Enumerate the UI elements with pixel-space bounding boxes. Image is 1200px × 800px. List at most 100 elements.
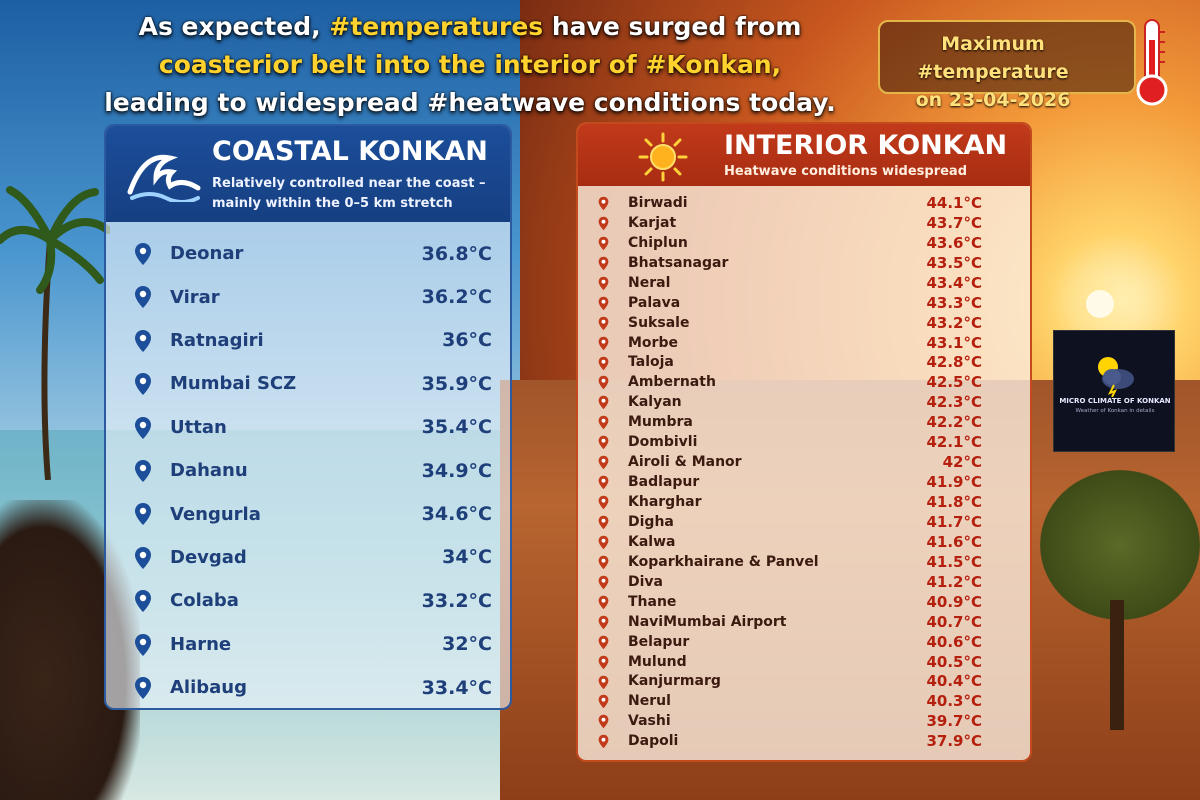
location-pin-icon <box>134 285 152 309</box>
location-pin-icon <box>598 236 609 251</box>
station-temperature: 36.2°C <box>421 286 492 309</box>
list-item: Kalyan 42.3°C <box>578 392 1030 412</box>
tree-canopy <box>1040 470 1200 620</box>
station-name: Dapoli <box>628 733 679 750</box>
location-pin-icon <box>598 555 609 570</box>
headline-line-2: coasterior belt into the interior of #Ko… <box>158 50 782 79</box>
station-temperature: 36°C <box>442 329 492 352</box>
coastal-subtitle: Relatively controlled near the coast – m… <box>212 176 486 211</box>
location-pin-icon <box>598 435 609 450</box>
list-item: Kharghar 41.8°C <box>578 492 1030 512</box>
location-pin-icon <box>598 395 609 410</box>
station-temperature: 41.5°C <box>926 552 982 571</box>
location-pin-icon <box>598 316 609 331</box>
list-item: Badlapur 41.9°C <box>578 472 1030 492</box>
list-item: Ratnagiri 36°C <box>106 319 510 362</box>
list-item: Mumbra 42.2°C <box>578 412 1030 432</box>
location-pin-icon <box>134 633 152 657</box>
station-name: Kalwa <box>628 533 676 550</box>
station-name: Vengurla <box>170 503 261 525</box>
station-temperature: 43.3°C <box>926 293 982 312</box>
station-name: Colaba <box>170 590 239 612</box>
station-name: Suksale <box>628 314 690 331</box>
location-pin-icon <box>134 242 152 266</box>
station-temperature: 44.1°C <box>926 193 982 212</box>
station-temperature: 42.8°C <box>926 353 982 372</box>
station-temperature: 39.7°C <box>926 712 982 731</box>
station-temperature: 40.5°C <box>926 652 982 671</box>
station-name: Digha <box>628 513 674 530</box>
station-temperature: 35.9°C <box>421 372 492 395</box>
location-pin-icon <box>134 546 152 570</box>
location-pin-icon <box>598 336 609 351</box>
location-pin-icon <box>598 375 609 390</box>
location-pin-icon <box>598 615 609 630</box>
list-item: Morbe 43.1°C <box>578 333 1030 353</box>
station-name: Dahanu <box>170 460 248 482</box>
station-name: Vashi <box>628 713 671 730</box>
station-name: Mumbra <box>628 414 693 431</box>
list-item: Harne 32°C <box>106 623 510 666</box>
station-temperature: 37.9°C <box>926 732 982 751</box>
station-name: Mumbai SCZ <box>170 373 297 395</box>
station-temperature: 41.2°C <box>926 572 982 591</box>
station-temperature: 43.5°C <box>926 253 982 272</box>
station-name: Deonar <box>170 243 244 265</box>
location-pin-icon <box>598 415 609 430</box>
list-item: Dombivli 42.1°C <box>578 432 1030 452</box>
list-item: Ambernath 42.5°C <box>578 372 1030 392</box>
list-item: Virar 36.2°C <box>106 275 510 318</box>
list-item: Palava 43.3°C <box>578 293 1030 313</box>
station-temperature: 43.1°C <box>926 333 982 352</box>
station-name: Kharghar <box>628 494 702 511</box>
setting-sun <box>1086 290 1114 318</box>
palm-tree-icon <box>0 186 110 480</box>
station-temperature: 42.2°C <box>926 413 982 432</box>
date-badge-line-2: on 23-04-2026 <box>915 89 1071 111</box>
location-pin-icon <box>598 655 609 670</box>
date-badge: Maximum #temperature on 23-04-2026 <box>878 20 1136 111</box>
interior-title: INTERIOR KONKAN <box>724 130 1008 161</box>
station-name: NaviMumbai Airport <box>628 613 787 630</box>
thermometer-icon <box>1136 19 1168 106</box>
list-item: Thane 40.9°C <box>578 592 1030 612</box>
interior-konkan-panel: INTERIOR KONKAN Heatwave conditions wide… <box>576 122 1032 762</box>
station-temperature: 41.9°C <box>926 473 982 492</box>
location-pin-icon <box>134 329 152 353</box>
headline: As expected, #temperatures have surged f… <box>90 8 850 122</box>
cloud-sun-icon <box>1098 357 1134 397</box>
location-pin-icon <box>598 575 609 590</box>
location-pin-icon <box>598 734 609 749</box>
station-name: Alibaug <box>170 677 248 699</box>
location-pin-icon <box>598 356 609 371</box>
tree-trunk <box>1110 600 1124 730</box>
station-name: Airoli & Manor <box>628 454 742 471</box>
coastal-title: COASTAL KONKAN <box>212 136 488 167</box>
station-temperature: 42.1°C <box>926 433 982 452</box>
logo-title: MICRO CLIMATE OF KONKAN <box>1059 397 1171 405</box>
station-temperature: 40.7°C <box>926 612 982 631</box>
station-name: Koparkhairane & Panvel <box>628 553 819 570</box>
list-item: Vashi 39.7°C <box>578 711 1030 731</box>
station-temperature: 34.9°C <box>421 459 492 482</box>
sun-icon <box>638 132 688 182</box>
location-pin-icon <box>134 372 152 396</box>
station-name: Karjat <box>628 214 677 231</box>
station-name: Harne <box>170 633 232 655</box>
station-temperature: 36.8°C <box>421 242 492 265</box>
list-item: Alibaug 33.4°C <box>106 666 510 708</box>
station-temperature: 40.3°C <box>926 692 982 711</box>
location-pin-icon <box>598 196 609 211</box>
location-pin-icon <box>598 675 609 690</box>
location-pin-icon <box>598 256 609 271</box>
coastal-header: COASTAL KONKAN Relatively controlled nea… <box>106 126 510 222</box>
list-item: Neral 43.4°C <box>578 273 1030 293</box>
coastal-station-list: Deonar 36.8°C Virar 36.2°C Ratnagiri 36°C Mumb… <box>106 232 510 708</box>
station-name: Neral <box>628 274 671 291</box>
list-item: Dahanu 34.9°C <box>106 449 510 492</box>
headline-line-1: As expected, #temperatures have surged f… <box>138 12 802 41</box>
location-pin-icon <box>598 635 609 650</box>
list-item: Nerul 40.3°C <box>578 691 1030 711</box>
location-pin-icon <box>134 589 152 613</box>
list-item: Koparkhairane & Panvel 41.5°C <box>578 552 1030 572</box>
